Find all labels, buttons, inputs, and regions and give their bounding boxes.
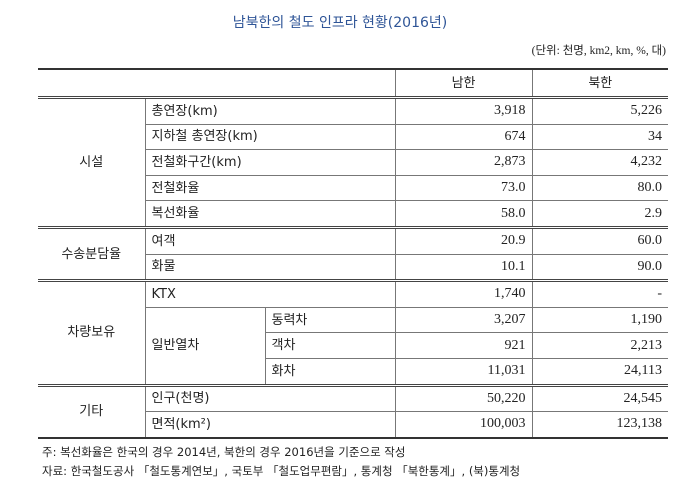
sub-item-label: 화차 bbox=[265, 357, 396, 386]
table-row: 객차 921 2,213 bbox=[38, 332, 669, 359]
value-cell: 50,220 bbox=[395, 383, 533, 413]
table-row: 시설 총연장(km) 3,918 5,226 bbox=[38, 97, 669, 228]
value-cell: 60.0 bbox=[532, 225, 669, 255]
value-cell: 3,918 bbox=[395, 97, 533, 125]
value-cell: 5,226 bbox=[532, 97, 669, 125]
item-label: 면적(km²) bbox=[145, 411, 396, 439]
group-label: 수송분담율 bbox=[38, 225, 146, 282]
infra-table: 남한 북한 시설 총연장(km) 3,918 5,226 지하철 총연장(km) 674 3… bbox=[38, 68, 669, 439]
title: 남북한의 철도 인프라 현황(2016년) bbox=[232, 15, 448, 31]
unit-note: (단위: 천명, km2, km, %, 대) bbox=[531, 45, 666, 57]
column-header: 남한 bbox=[395, 68, 533, 99]
value-cell: 4,232 bbox=[532, 149, 669, 176]
value-cell: 10.1 bbox=[395, 253, 533, 282]
table-row: 화물 10.1 90.0 bbox=[38, 253, 669, 282]
value-cell: 2,873 bbox=[395, 149, 533, 176]
source-note: 자료: 한국철도공사 「철도통계연보」, 국토부 「철도업무편람」, 통계청 「… bbox=[42, 464, 521, 478]
group-label: 기타 bbox=[38, 383, 146, 439]
column-header: 북한 bbox=[532, 68, 669, 99]
value-cell: 100,003 bbox=[395, 411, 533, 439]
value-cell: 123,138 bbox=[532, 411, 669, 439]
table-row: 기타 인구(천명) 50,220 24,545 bbox=[38, 383, 669, 439]
item-label: 화물 bbox=[145, 253, 396, 282]
value-cell: 24,545 bbox=[532, 383, 669, 413]
value-cell: 34 bbox=[532, 123, 669, 151]
value-cell: 58.0 bbox=[395, 200, 533, 228]
value-cell: 80.0 bbox=[532, 174, 669, 202]
value-cell: 1,740 bbox=[395, 279, 533, 308]
value-cell: 11,031 bbox=[395, 357, 533, 386]
item-label: 지하철 총연장(km) bbox=[145, 123, 396, 151]
table-row: 차량보유 KTX 1,740- bbox=[38, 279, 669, 386]
value-cell: 24,113 bbox=[532, 357, 669, 386]
value-cell: 20.9 bbox=[395, 225, 533, 255]
header-row: 남한 북한 bbox=[38, 68, 669, 99]
value-cell: 2,213 bbox=[532, 332, 669, 359]
footnote: 주: 복선화율은 한국의 경우 2014년, 북한의 경우 2016년을 기준으… bbox=[42, 445, 406, 459]
item-label: 여객 bbox=[145, 225, 396, 255]
item-label: 전철화율 bbox=[145, 174, 396, 202]
value-cell: 3,207 bbox=[395, 306, 533, 334]
sub-item-label: 객차 bbox=[265, 332, 396, 359]
value-cell: 1,190 bbox=[532, 306, 669, 334]
table-row: 면적(km²) 100,003 123,138 bbox=[38, 411, 669, 439]
value-cell: 921 bbox=[395, 332, 533, 359]
table-header: 남한 북한 bbox=[38, 68, 669, 99]
value-cell: 73.0 bbox=[395, 174, 533, 202]
table-row: 수송분담율 여객 20.9 60.0 bbox=[38, 225, 669, 282]
item-label: 일반열차 bbox=[145, 306, 266, 386]
header-blank bbox=[38, 68, 396, 99]
value-cell: - bbox=[532, 279, 669, 308]
value-cell: 674 bbox=[395, 123, 533, 151]
group-label: 차량보유 bbox=[38, 279, 146, 386]
value-cell: 2.9 bbox=[532, 200, 669, 228]
item-label: 인구(천명) bbox=[145, 383, 396, 413]
item-label: 총연장(km) bbox=[145, 97, 396, 125]
sub-item-label: 동력차 bbox=[265, 306, 396, 334]
value-cell: 90.0 bbox=[532, 253, 669, 282]
table-row: 복선화율 58.0 2.9 bbox=[38, 200, 669, 228]
item-label: KTX bbox=[145, 279, 396, 308]
item-label: 복선화율 bbox=[145, 200, 396, 228]
table-row: 지하철 총연장(km) 674 34 bbox=[38, 123, 669, 151]
item-label: 전철화구간(km) bbox=[145, 149, 396, 176]
group-label: 시설 bbox=[38, 97, 146, 228]
table-body: 시설 총연장(km) 3,918 5,226 지하철 총연장(km) 674 34 전철화구간… bbox=[38, 97, 669, 439]
table-row: 전철화율 73.0 80.0 bbox=[38, 174, 669, 202]
